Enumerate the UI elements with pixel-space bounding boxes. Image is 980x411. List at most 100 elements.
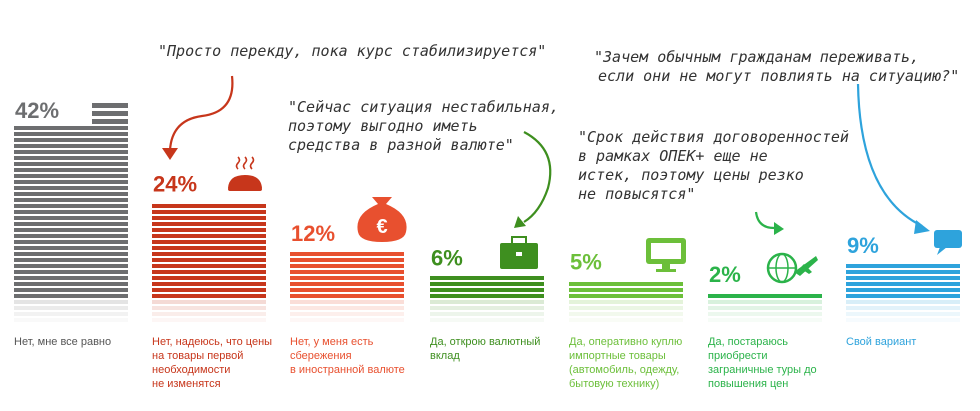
bar-stripe xyxy=(14,258,128,262)
bar-stripes xyxy=(708,294,822,298)
bar-stripe xyxy=(152,294,266,298)
category-label-2: Нет, надеюсь, что цены на товары первой не… xyxy=(152,336,272,390)
computer-icon xyxy=(646,238,686,272)
arrows-layer xyxy=(162,75,930,235)
bar-stripe xyxy=(14,126,128,130)
value-label-2: 24% xyxy=(153,172,197,197)
bar-stripe xyxy=(152,288,266,292)
bar-stripe xyxy=(846,282,960,286)
arrow-line xyxy=(754,211,775,230)
reflection-stripe xyxy=(14,318,128,322)
bar-stripe xyxy=(152,210,266,214)
reflection-stripe xyxy=(846,312,960,316)
icon-bar xyxy=(92,119,128,124)
reflection-stripe xyxy=(152,318,266,322)
category-label-1: Нет, мне все равно xyxy=(14,336,111,348)
euro-glyph: € xyxy=(376,216,387,238)
arrow-line xyxy=(168,75,234,151)
icon-bar xyxy=(92,103,128,108)
reflection-stripe xyxy=(569,312,683,316)
category-label-6: Да, постараюсь приобрести заграничные туры… xyxy=(708,336,817,390)
arrow-4 xyxy=(856,83,930,234)
bar-stripe xyxy=(14,294,128,298)
bar-stripe xyxy=(290,264,404,268)
reflection-stripe xyxy=(290,312,404,316)
bar-stripe xyxy=(430,294,544,298)
bar-stripe xyxy=(430,282,544,286)
monitor-stand xyxy=(662,264,670,269)
bar-stripe xyxy=(290,258,404,262)
reflection-stripe xyxy=(14,312,128,316)
icons-layer: € xyxy=(92,103,962,284)
arrow-head xyxy=(914,220,930,234)
arrow-head xyxy=(514,216,526,228)
bar-stripe xyxy=(152,264,266,268)
bar-stripe xyxy=(14,234,128,238)
reflection-stripe xyxy=(846,318,960,322)
reflection-stripe xyxy=(569,306,683,310)
bar-stripe xyxy=(430,288,544,292)
category-label-4: Да, открою валютный вклад xyxy=(430,336,540,362)
arrow-line xyxy=(856,83,923,227)
annotation-1: "Просто перекду, пока курс стабилизирует… xyxy=(158,42,546,60)
bubble xyxy=(934,230,962,248)
bar-stripe xyxy=(14,144,128,148)
speech-bubble-icon xyxy=(934,230,962,255)
bread-icon xyxy=(228,156,262,191)
bar-stripes xyxy=(846,264,960,298)
reflection-stripe xyxy=(846,300,960,304)
bar-5: 5% Да, оперативно куплю импортные товары (а… xyxy=(569,250,683,390)
bar-stripe xyxy=(14,216,128,220)
bar-stripe xyxy=(14,252,128,256)
bar-reflection xyxy=(569,300,683,322)
arrow-head xyxy=(162,148,178,160)
case-lock xyxy=(516,252,522,256)
bar-stripe xyxy=(290,294,404,298)
bar-6: 2% Да, постараюсь приобрести заграничные ту… xyxy=(708,262,822,390)
bar-stripe xyxy=(152,240,266,244)
arrow-head xyxy=(774,222,784,235)
arrow-1 xyxy=(162,75,234,160)
value-label-4: 6% xyxy=(431,245,463,270)
bar-stripe xyxy=(290,288,404,292)
bars-layer: 42% Нет, мне все равно 24% Нет, надеюсь, чт… xyxy=(14,98,960,390)
steam-line xyxy=(249,156,255,170)
bar-stripe xyxy=(846,294,960,298)
annotations-layer: "Просто перекду, пока курс стабилизирует… xyxy=(158,42,959,203)
bar-stripe xyxy=(14,198,128,202)
bar-stripe xyxy=(152,246,266,250)
annotation-3: "Срок действия договоренностей в рамках О… xyxy=(578,128,849,203)
bar-stripe xyxy=(846,276,960,280)
bar-stripe xyxy=(569,288,683,292)
bread-loaf xyxy=(228,175,262,188)
bar-stripe xyxy=(14,180,128,184)
icon-bar xyxy=(92,111,128,116)
bar-3: 12% Нет, у меня есть сбережения в иностранн… xyxy=(290,221,405,376)
bar-stripe xyxy=(846,264,960,268)
monitor-base xyxy=(656,269,676,272)
bag-body xyxy=(357,197,407,242)
reflection-stripe xyxy=(14,300,128,304)
bar-stripe xyxy=(14,240,128,244)
globe-plane-icon xyxy=(766,252,818,284)
bar-stripe xyxy=(430,276,544,280)
bar-stripe xyxy=(14,156,128,160)
reflection-stripe xyxy=(430,318,544,322)
bar-stripes xyxy=(14,126,128,298)
bar-stripe xyxy=(569,294,683,298)
bar-stripe xyxy=(290,252,404,256)
bar-stripe xyxy=(152,234,266,238)
bar-stripe xyxy=(14,228,128,232)
category-label-7: Свой вариант xyxy=(846,336,916,348)
bar-stripe xyxy=(152,270,266,274)
reflection-stripe xyxy=(708,318,822,322)
annotation-2: "Сейчас ситуация нестабильная, поэтому вы… xyxy=(288,98,559,154)
bar-stripe xyxy=(14,210,128,214)
monitor-screen xyxy=(651,243,681,259)
value-label-1: 42% xyxy=(15,98,59,123)
bar-stripe xyxy=(14,168,128,172)
bar-stripe xyxy=(152,204,266,208)
reflection-stripe xyxy=(569,318,683,322)
bar-stripe xyxy=(14,150,128,154)
value-label-5: 5% xyxy=(570,250,602,275)
